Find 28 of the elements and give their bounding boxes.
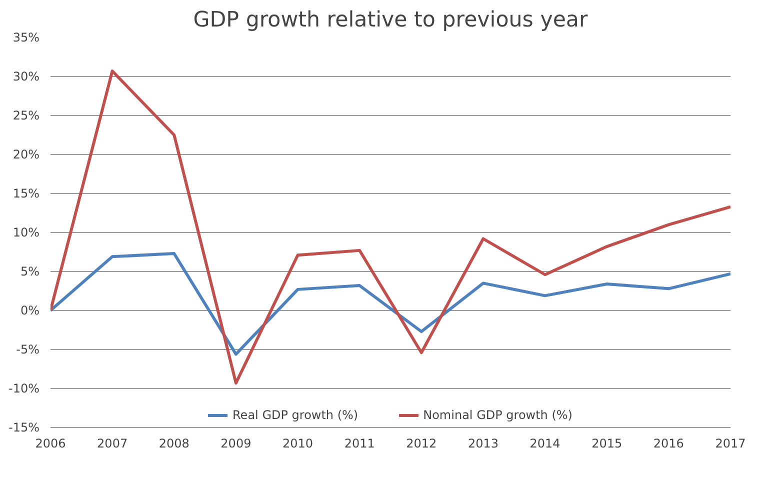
y-tick-label: 5% <box>20 264 40 278</box>
y-tick-label: 20% <box>12 148 40 162</box>
y-tick-label: -10% <box>8 382 40 396</box>
x-tick-label: 2008 <box>158 436 190 450</box>
x-tick-label: 2012 <box>406 436 437 450</box>
y-tick-label: 15% <box>12 186 40 200</box>
line-series <box>50 252 730 356</box>
y-tick-label: 35% <box>12 30 40 44</box>
x-tick-label: 2007 <box>97 436 128 450</box>
x-tick-label: 2011 <box>344 436 375 450</box>
x-tick-label: 2016 <box>653 436 684 450</box>
line-series <box>50 70 730 385</box>
y-tick-label: -5% <box>16 342 40 356</box>
legend-label: Real GDP growth (%) <box>232 408 358 422</box>
x-tick-label: 2006 <box>35 436 66 450</box>
y-tick-label: 10% <box>12 226 40 240</box>
x-tick-label: 2010 <box>282 436 314 450</box>
x-tick-label: 2014 <box>530 436 560 450</box>
y-tick-label: 30% <box>12 70 40 84</box>
y-tick-label: 0% <box>20 304 40 318</box>
x-tick-label: 2009 <box>220 436 252 450</box>
x-tick-label: 2013 <box>468 436 499 450</box>
chart-title: GDP growth relative to previous year <box>193 8 588 32</box>
x-tick-label: 2015 <box>592 436 622 450</box>
y-tick-label: -15% <box>8 420 40 434</box>
x-tick-label: 2017 <box>715 436 746 450</box>
legend-label: Nominal GDP growth (%) <box>423 408 572 422</box>
y-tick-label: 25% <box>12 108 40 122</box>
